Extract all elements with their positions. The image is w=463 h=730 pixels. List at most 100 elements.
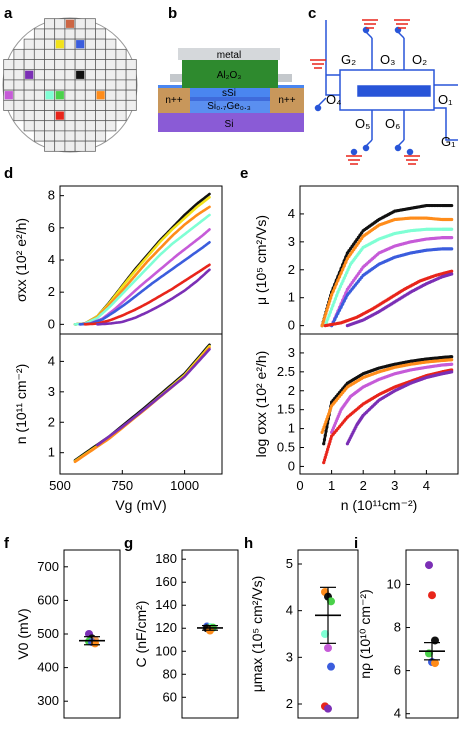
wafer-die bbox=[95, 130, 107, 142]
wafer-die bbox=[74, 59, 86, 71]
data-point bbox=[339, 271, 343, 275]
series-line-d-bottom-1 bbox=[73, 344, 211, 463]
wafer-die bbox=[13, 69, 25, 81]
wafer-die bbox=[54, 130, 66, 142]
y-tick-label: 2 bbox=[288, 262, 295, 277]
wafer-die bbox=[74, 130, 86, 142]
wafer-die bbox=[33, 130, 45, 142]
wafer-die bbox=[84, 28, 96, 40]
data-point bbox=[321, 428, 325, 432]
data-point bbox=[348, 283, 353, 287]
wafer-die bbox=[115, 69, 127, 81]
y-tick-label: 2 bbox=[48, 414, 55, 429]
wafer-die bbox=[95, 48, 107, 60]
y-axis-label: nρ (10¹⁰ cm⁻²) bbox=[357, 589, 373, 678]
series-line-d-bottom-3 bbox=[96, 347, 211, 447]
wafer-die bbox=[115, 79, 127, 91]
wafer-die bbox=[13, 99, 25, 111]
wafer-die bbox=[54, 28, 66, 40]
wafer-die bbox=[64, 99, 76, 111]
data-point bbox=[322, 461, 326, 465]
data-point bbox=[323, 455, 327, 459]
data-point bbox=[356, 272, 361, 276]
al2o3-label: Al₂O₃ bbox=[217, 70, 242, 81]
wafer-die-measured bbox=[55, 111, 64, 120]
data-point bbox=[325, 417, 329, 421]
wafer-die bbox=[115, 48, 127, 60]
panel-label-g: g bbox=[124, 535, 133, 552]
y-tick-label: 400 bbox=[37, 660, 59, 675]
summary-point-h bbox=[321, 630, 329, 638]
data-point bbox=[356, 235, 361, 239]
data-point bbox=[353, 240, 357, 244]
device-labels: G₂ G₁ O₁ O₂ O₃ O₄ O₅ O₆ bbox=[326, 52, 456, 149]
wafer-die bbox=[125, 99, 137, 111]
al2o3-layer bbox=[182, 60, 278, 88]
wafer-die bbox=[44, 140, 56, 152]
y-tick-label: 8 bbox=[48, 188, 55, 203]
wafer-die bbox=[84, 48, 96, 60]
data-point bbox=[450, 355, 454, 359]
data-point bbox=[358, 269, 362, 274]
y-tick-label: 2.5 bbox=[277, 364, 295, 379]
y-tick-label: 6 bbox=[394, 663, 401, 678]
data-point bbox=[352, 248, 356, 252]
wafer-die-measured bbox=[55, 40, 64, 49]
data-point bbox=[341, 267, 345, 272]
panel-label-h: h bbox=[244, 535, 253, 552]
wafer-die bbox=[115, 89, 127, 101]
sige-label: Si₀.₇Ge₀.₃ bbox=[207, 101, 251, 112]
data-point bbox=[323, 314, 327, 319]
y-tick-label: 0.5 bbox=[277, 440, 295, 455]
wafer-die bbox=[23, 59, 35, 71]
y-tick-label: 4 bbox=[286, 603, 293, 618]
ohmic-leads bbox=[371, 38, 405, 140]
data-point bbox=[350, 250, 354, 254]
data-point bbox=[327, 313, 331, 318]
data-point bbox=[345, 251, 349, 255]
wafer-die bbox=[64, 48, 76, 60]
wafer-die bbox=[74, 28, 86, 40]
y-tick-label: 140 bbox=[155, 597, 177, 612]
panel-label-f: f bbox=[4, 535, 10, 552]
data-point bbox=[336, 290, 340, 294]
contact-right bbox=[270, 88, 304, 113]
data-point bbox=[338, 284, 343, 289]
y-tick-label: 3 bbox=[48, 384, 55, 399]
wafer-die bbox=[54, 69, 66, 81]
wafer-die bbox=[64, 110, 76, 122]
wafer-outline bbox=[2, 17, 138, 153]
si-label: Si bbox=[225, 119, 234, 130]
wafer-die bbox=[33, 38, 45, 50]
wafer-die bbox=[74, 48, 86, 60]
y-tick-label: 0 bbox=[288, 458, 295, 473]
y-tick-label: 100 bbox=[155, 643, 177, 658]
data-point bbox=[347, 285, 351, 289]
data-point bbox=[348, 246, 353, 251]
data-point bbox=[350, 281, 354, 285]
x-tick-label: 0 bbox=[296, 478, 303, 493]
series-line-d-top-5 bbox=[78, 241, 211, 326]
data-point bbox=[322, 442, 326, 446]
wafer-die bbox=[44, 79, 56, 91]
plot-frame-i bbox=[405, 549, 459, 719]
data-point bbox=[350, 244, 354, 248]
data-point bbox=[337, 275, 342, 279]
wafer-die bbox=[13, 48, 25, 60]
wafer-die bbox=[95, 59, 107, 71]
series-group bbox=[73, 192, 211, 326]
wafer-die bbox=[44, 110, 56, 122]
y-tick-label: 80 bbox=[163, 666, 177, 681]
wafer-die-measured bbox=[76, 70, 85, 79]
summary-point-i bbox=[431, 659, 439, 668]
data-point bbox=[450, 217, 454, 222]
data-point bbox=[342, 264, 346, 268]
data-point bbox=[329, 296, 333, 300]
data-point bbox=[320, 324, 324, 328]
data-point bbox=[323, 433, 327, 438]
wafer-die bbox=[64, 38, 76, 50]
data-point bbox=[322, 317, 326, 322]
y-tick-label: 1.5 bbox=[277, 402, 295, 417]
sige-layer bbox=[158, 100, 304, 113]
